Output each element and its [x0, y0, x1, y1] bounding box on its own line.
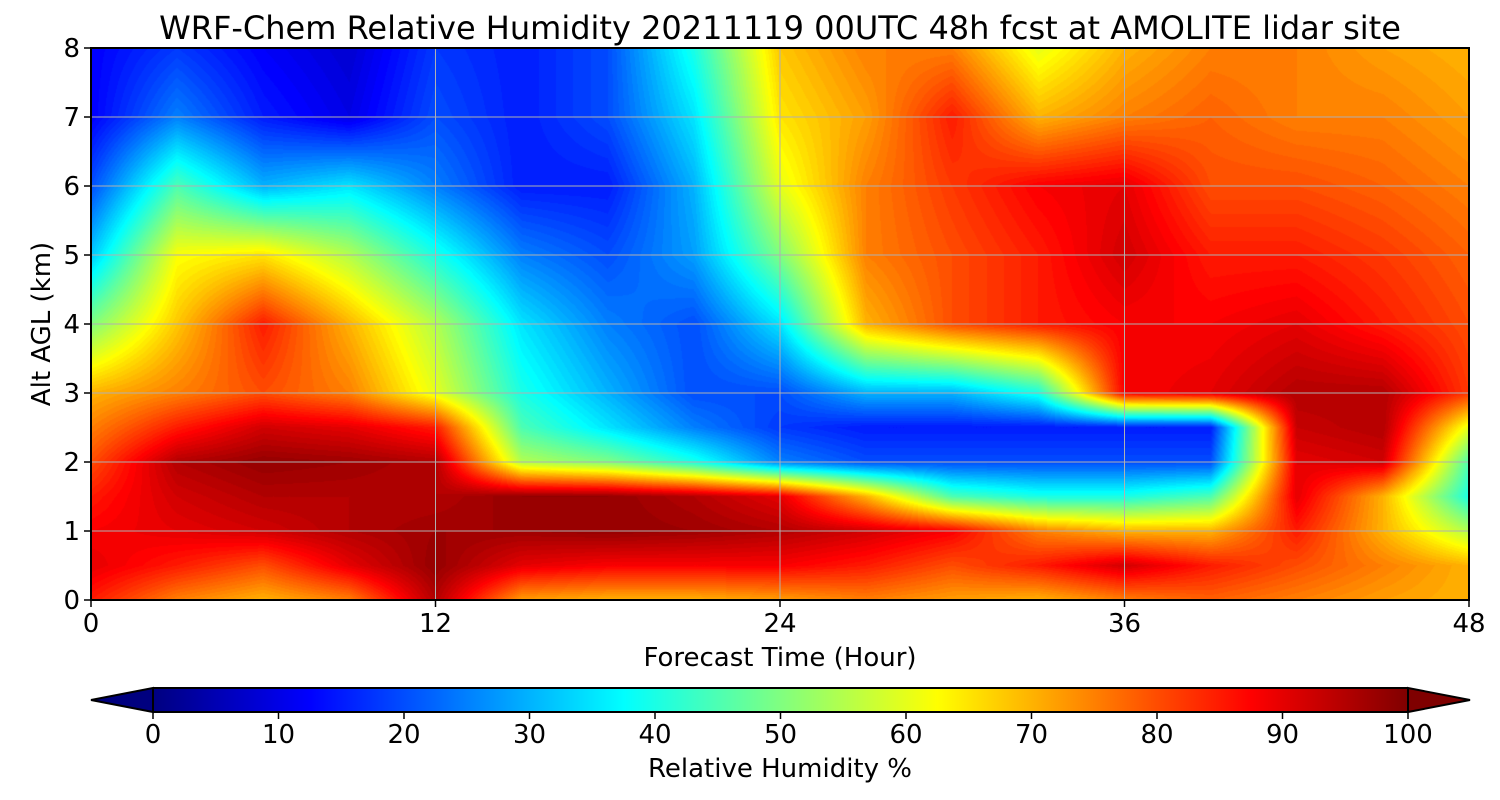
y-tick-label: 8	[63, 34, 80, 64]
y-tick-label: 3	[63, 379, 80, 409]
colorbar-extend-min	[90, 686, 154, 714]
colorbar-tick-label: 100	[1383, 720, 1433, 750]
colorbar-tick-label: 30	[513, 720, 546, 750]
colorbar-tick-label: 70	[1015, 720, 1048, 750]
y-tick-label: 2	[63, 448, 80, 478]
colorbar-gradient	[153, 688, 1408, 712]
x-tick-label: 24	[763, 609, 796, 639]
colorbar: 0 10 20 30 40 50 60 70 80 90 100	[90, 686, 1471, 750]
chart-title: WRF-Chem Relative Humidity 20211119 00UT…	[159, 9, 1401, 47]
colorbar-tick-label: 60	[889, 720, 922, 750]
colorbar-tick-label: 90	[1266, 720, 1299, 750]
colorbar-tick-label: 50	[764, 720, 797, 750]
plot-area	[90, 47, 1470, 601]
colorbar-tick-label: 0	[145, 720, 162, 750]
colorbar-extend-max	[1407, 686, 1471, 714]
y-tick-label: 7	[63, 103, 80, 133]
colorbar-ticks: 0 10 20 30 40 50 60 70 80 90 100	[145, 712, 1433, 750]
x-tick-label: 0	[83, 609, 100, 639]
y-tick-label: 1	[63, 517, 80, 547]
colorbar-tick-label: 80	[1140, 720, 1173, 750]
y-tick-label: 5	[63, 241, 80, 271]
y-tick-label: 0	[63, 586, 80, 616]
x-tick-label: 48	[1452, 609, 1485, 639]
colorbar-tick-label: 20	[387, 720, 420, 750]
colorbar-tick-label: 40	[638, 720, 671, 750]
x-tick-label: 12	[419, 609, 452, 639]
x-tick-label: 36	[1108, 609, 1141, 639]
y-axis-label: Alt AGL (km)	[27, 242, 57, 406]
y-tick-label: 4	[63, 310, 80, 340]
x-axis: 0 12 24 36 48	[83, 600, 1486, 639]
colorbar-tick-label: 10	[262, 720, 295, 750]
colorbar-label: Relative Humidity %	[648, 754, 912, 784]
y-axis: 0 1 2 3 4 5 6 7 8	[63, 34, 91, 616]
y-tick-label: 6	[63, 172, 80, 202]
x-axis-label: Forecast Time (Hour)	[643, 643, 916, 673]
